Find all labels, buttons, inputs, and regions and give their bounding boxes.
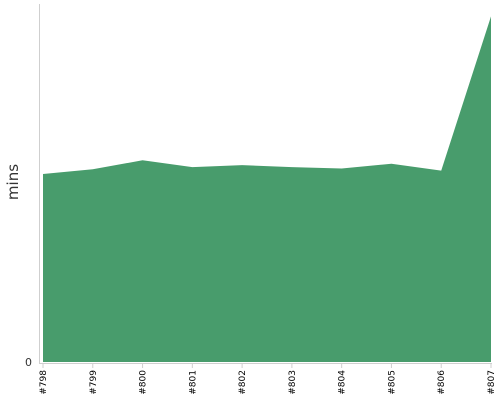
- y-tick-label: 0: [25, 356, 32, 369]
- x-ticks: #798 #799 #800 #801 #802 #803 #804 #805 #806 #807: [39, 363, 497, 395]
- x-tick-label: #803: [288, 370, 298, 395]
- y-axis-label: mins: [4, 163, 22, 201]
- y-ticks: 0: [25, 356, 32, 369]
- x-tick-label: #800: [139, 370, 149, 395]
- x-tick-label: #802: [238, 370, 248, 395]
- x-tick-label: #805: [387, 370, 397, 395]
- plot-area: [43, 16, 491, 363]
- area-series: [43, 16, 491, 363]
- x-tick-label: #799: [89, 370, 99, 395]
- x-tick-label: #798: [39, 370, 49, 395]
- x-tick-label: #806: [437, 370, 447, 395]
- x-tick-label: #804: [338, 370, 348, 395]
- x-tick-label: #807: [487, 370, 497, 395]
- x-tick-label: #801: [188, 370, 198, 395]
